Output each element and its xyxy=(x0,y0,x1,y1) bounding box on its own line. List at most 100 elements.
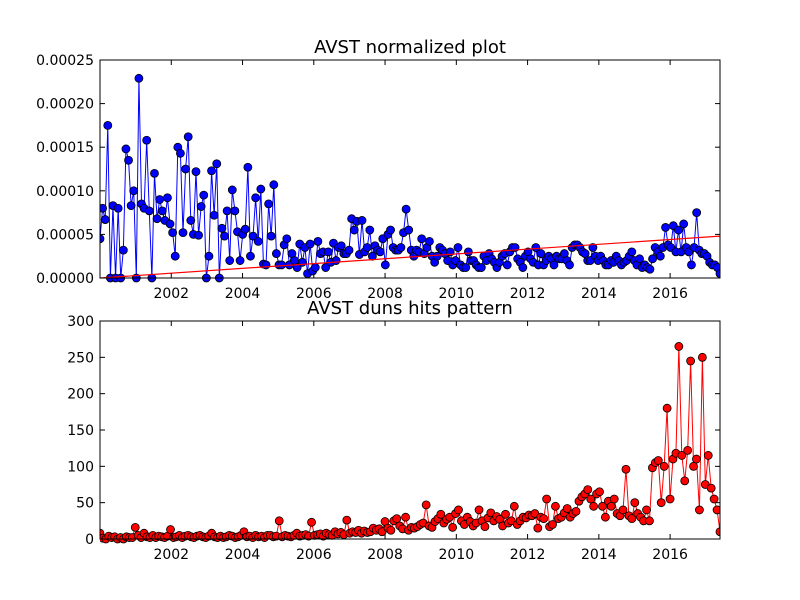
normalized-data-point xyxy=(235,256,245,265)
normalized-data-point xyxy=(692,208,702,218)
normalized-data-point xyxy=(425,236,434,246)
normalized-data-point xyxy=(100,234,105,244)
duns-hits-data-point xyxy=(703,451,713,460)
normalized-data-point xyxy=(463,247,473,257)
normalized-data-point xyxy=(365,225,375,235)
duns-hits-data-point xyxy=(589,501,599,511)
normalized-data-point xyxy=(103,121,113,130)
duns-hits-data-point xyxy=(662,403,672,413)
duns-hits-data-point xyxy=(645,516,654,526)
normalized-data-point xyxy=(134,73,144,83)
normalized-data-point xyxy=(144,206,154,216)
normalized-data-point xyxy=(100,203,107,213)
normalized-data-point xyxy=(150,168,159,178)
duns-hits-x-tick-label: 2002 xyxy=(153,547,189,563)
normalized-data-point xyxy=(648,254,657,264)
normalized-data-point xyxy=(645,264,655,274)
duns-hits-data-point xyxy=(571,506,581,516)
duns-hits-data-point xyxy=(595,487,604,497)
normalized-data-point xyxy=(246,251,255,261)
normalized-trend-line xyxy=(100,235,720,279)
normalized-data-point xyxy=(261,260,271,270)
duns-hits-data-point xyxy=(454,505,463,515)
normalized-data-point xyxy=(362,243,372,252)
normalized-x-tick-label: 2016 xyxy=(652,286,688,302)
normalized-data-point xyxy=(204,251,214,261)
duns-hits-data-point xyxy=(686,356,696,366)
normalized-plot-title: AVST normalized plot xyxy=(314,37,506,58)
duns-hits-data-point xyxy=(533,523,543,533)
duns-hits-data-point xyxy=(606,501,616,511)
duns-hits-data-point xyxy=(709,494,719,504)
normalized-data-point xyxy=(186,216,196,225)
normalized-data-point xyxy=(687,260,696,270)
normalized-data-point xyxy=(323,247,333,257)
normalized-data-point xyxy=(401,204,411,214)
duns-hits-data-point xyxy=(609,494,619,504)
normalized-data-point xyxy=(168,228,178,238)
normalized-data-point xyxy=(344,245,354,255)
normalized-y-tick-label: 0.00020 xyxy=(36,97,94,113)
duns-hits-panel: AVST duns hits pattern 2002 2004 2006 2008 2… xyxy=(67,298,721,563)
duns-hits-x-tick-label: 2008 xyxy=(367,547,403,563)
normalized-x-tick-label: 2002 xyxy=(153,286,189,302)
duns-hits-data-point xyxy=(551,501,560,511)
duns-hits-data-point xyxy=(166,525,175,534)
normalized-data-point xyxy=(417,234,427,244)
normalized-data-point xyxy=(129,186,139,196)
normalized-data-point xyxy=(266,231,276,241)
duns-hits-data-point xyxy=(539,514,549,524)
duns-hits-data-point xyxy=(448,522,458,532)
normalized-x-tick-label: 2012 xyxy=(510,286,546,302)
duns-hits-data-point xyxy=(697,352,707,362)
duns-hits-y-tick-label: 200 xyxy=(67,387,94,403)
duns-hits-data-point xyxy=(386,525,396,535)
normalized-x-tick-label: 2004 xyxy=(225,286,261,302)
normalized-data-point xyxy=(240,224,250,234)
normalized-data-point xyxy=(176,148,185,158)
duns-hits-y-tick-label: 250 xyxy=(67,350,94,366)
normalized-data-point xyxy=(349,225,359,235)
duns-hits-data-point xyxy=(562,504,572,513)
normalized-data-point xyxy=(100,215,110,224)
normalized-data-point xyxy=(251,193,261,203)
duns-hits-x-tick-label: 2016 xyxy=(652,547,688,563)
normalized-data-point xyxy=(404,225,414,235)
normalized-data-point xyxy=(305,239,315,249)
normalized-data-point xyxy=(118,245,128,255)
normalized-data-point xyxy=(212,159,222,169)
normalized-data-point xyxy=(170,251,180,261)
normalized-data-point xyxy=(432,251,442,261)
normalized-data-point xyxy=(191,167,201,177)
duns-hits-data-point xyxy=(542,494,552,504)
normalized-data-point xyxy=(282,234,292,244)
duns-hits-data-point xyxy=(659,461,669,471)
duns-hits-data-point xyxy=(436,509,446,519)
normalized-data-point xyxy=(256,184,266,194)
normalized-data-point xyxy=(155,195,165,204)
normalized-y-tick-label: 0.00005 xyxy=(36,227,94,243)
duns-hits-data-point xyxy=(601,512,610,522)
normalized-y-tick-label: 0.00025 xyxy=(36,53,94,69)
duns-hits-data-point xyxy=(680,476,690,486)
normalized-data-point xyxy=(124,155,133,165)
normalized-data-point xyxy=(461,263,471,272)
duns-hits-x-tick-label: 2010 xyxy=(439,547,475,563)
normalized-x-tick-label: 2014 xyxy=(581,286,617,302)
normalized-x-tick-label: 2010 xyxy=(439,286,475,302)
normalized-data-point xyxy=(336,241,346,251)
duns-hits-data-point xyxy=(618,505,628,515)
duns-hits-data-point xyxy=(401,512,410,522)
normalized-data-point xyxy=(165,219,175,229)
normalized-data-point xyxy=(531,243,541,252)
normalized-data-point xyxy=(386,225,395,235)
duns-hits-y-tick-label: 150 xyxy=(67,423,94,439)
normalized-data-point xyxy=(321,263,331,272)
duns-hits-x-tick-label: 2006 xyxy=(296,547,332,563)
duns-hits-data-point xyxy=(674,342,684,351)
duns-hits-data-point xyxy=(392,514,402,524)
normalized-data-point xyxy=(536,249,546,258)
normalized-data-point xyxy=(152,214,162,224)
duns-hits-data-point xyxy=(642,505,651,515)
duns-hits-data-point xyxy=(665,494,675,504)
